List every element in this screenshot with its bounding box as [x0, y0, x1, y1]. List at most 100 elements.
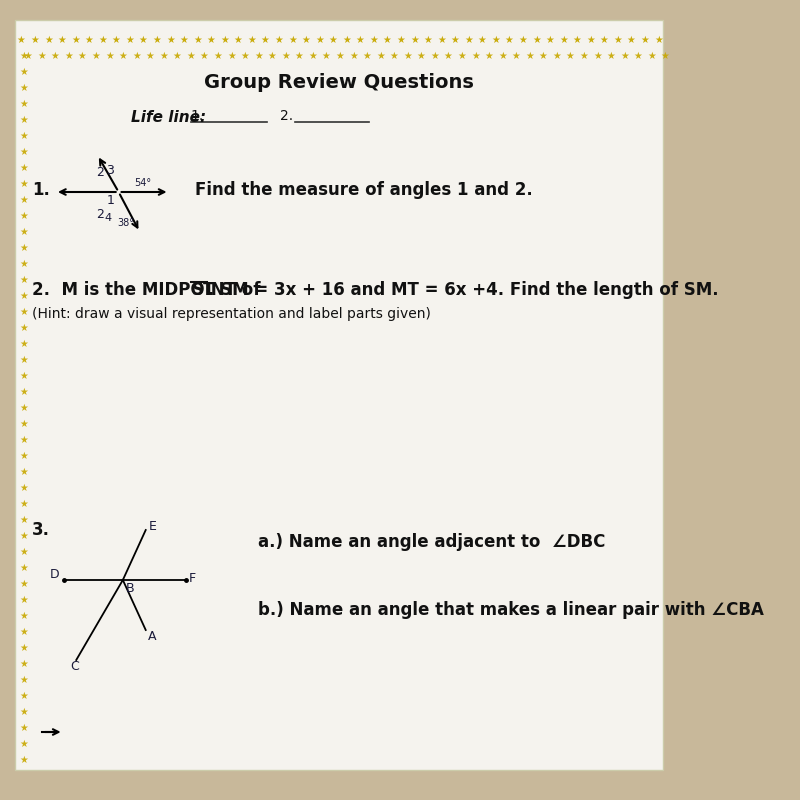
- Text: ★: ★: [518, 35, 527, 45]
- Text: ST: ST: [192, 281, 215, 299]
- Text: ★: ★: [417, 51, 426, 61]
- Text: ★: ★: [50, 51, 59, 61]
- Text: ★: ★: [505, 35, 514, 45]
- Text: ★: ★: [19, 179, 28, 189]
- Text: ★: ★: [44, 35, 53, 45]
- Text: ★: ★: [19, 323, 28, 333]
- Text: ★: ★: [19, 499, 28, 509]
- Text: ★: ★: [19, 387, 28, 397]
- Text: ★: ★: [382, 35, 391, 45]
- Text: ★: ★: [179, 35, 188, 45]
- Text: B: B: [126, 582, 134, 595]
- Text: ★: ★: [19, 83, 28, 93]
- Text: C: C: [70, 661, 79, 674]
- Text: ★: ★: [19, 147, 28, 157]
- Text: ★: ★: [356, 35, 365, 45]
- Text: ★: ★: [19, 563, 28, 573]
- Text: ★: ★: [342, 35, 351, 45]
- Text: ★: ★: [91, 51, 100, 61]
- Text: 54°: 54°: [134, 178, 151, 188]
- Text: ★: ★: [37, 51, 46, 61]
- Text: 38°: 38°: [117, 218, 134, 228]
- Text: ★: ★: [19, 275, 28, 285]
- Text: ★: ★: [614, 35, 622, 45]
- Text: ★: ★: [403, 51, 412, 61]
- Text: (Hint: draw a visual representation and label parts given): (Hint: draw a visual representation and …: [32, 307, 431, 321]
- Text: ★: ★: [450, 35, 459, 45]
- Text: ★: ★: [220, 35, 229, 45]
- Text: ★: ★: [19, 339, 28, 349]
- Text: 2: 2: [96, 166, 104, 178]
- Text: ★: ★: [288, 35, 297, 45]
- Text: ★: ★: [640, 35, 649, 45]
- Text: ★: ★: [152, 35, 161, 45]
- Text: ★: ★: [19, 291, 28, 301]
- Text: ★: ★: [19, 707, 28, 717]
- Text: ★: ★: [19, 419, 28, 429]
- Text: ★: ★: [606, 51, 615, 61]
- Text: ★: ★: [281, 51, 290, 61]
- Text: ★: ★: [464, 35, 473, 45]
- Text: ★: ★: [586, 35, 595, 45]
- Text: E: E: [148, 519, 156, 533]
- Text: ★: ★: [19, 51, 28, 61]
- Text: ★: ★: [538, 51, 547, 61]
- Text: ★: ★: [19, 643, 28, 653]
- Text: ★: ★: [19, 627, 28, 637]
- Text: ★: ★: [525, 51, 534, 61]
- Text: F: F: [189, 571, 196, 585]
- Text: ★: ★: [19, 307, 28, 317]
- Text: ★: ★: [112, 35, 121, 45]
- Text: ★: ★: [19, 243, 28, 253]
- Text: ★: ★: [600, 35, 609, 45]
- Text: 1.: 1.: [190, 109, 204, 123]
- Text: ★: ★: [498, 51, 506, 61]
- Text: ★: ★: [19, 755, 28, 765]
- Text: 1.: 1.: [32, 181, 50, 199]
- Text: ★: ★: [85, 35, 94, 45]
- Text: ★: ★: [254, 51, 262, 61]
- Text: ★: ★: [159, 51, 168, 61]
- Text: ★: ★: [19, 131, 28, 141]
- Text: 3: 3: [106, 163, 114, 177]
- Text: 4: 4: [104, 213, 111, 223]
- Text: ★: ★: [458, 51, 466, 61]
- Text: ★: ★: [647, 51, 656, 61]
- Text: ★: ★: [376, 51, 385, 61]
- Text: 1: 1: [106, 194, 114, 206]
- Text: ★: ★: [19, 531, 28, 541]
- FancyBboxPatch shape: [15, 20, 662, 770]
- Text: ★: ★: [19, 659, 28, 669]
- Text: ★: ★: [485, 51, 494, 61]
- Text: ★: ★: [227, 51, 236, 61]
- Text: ★: ★: [78, 51, 86, 61]
- Text: D: D: [50, 567, 59, 581]
- Text: ★: ★: [206, 35, 215, 45]
- Text: Group Review Questions: Group Review Questions: [204, 73, 474, 91]
- Text: ★: ★: [471, 51, 480, 61]
- Text: ★: ★: [511, 51, 520, 61]
- Text: ★: ★: [19, 211, 28, 221]
- Text: Life line:: Life line:: [131, 110, 206, 126]
- Text: ★: ★: [132, 51, 141, 61]
- Text: ★: ★: [234, 35, 242, 45]
- Text: ★: ★: [267, 51, 276, 61]
- Text: ★: ★: [491, 35, 500, 45]
- Text: ★: ★: [19, 483, 28, 493]
- Text: ★: ★: [546, 35, 554, 45]
- Text: ★: ★: [200, 51, 209, 61]
- Text: ★: ★: [19, 67, 28, 77]
- Text: ★: ★: [19, 579, 28, 589]
- Text: ★: ★: [19, 547, 28, 557]
- Text: ★: ★: [661, 51, 670, 61]
- Text: ★: ★: [335, 51, 344, 61]
- Text: ★: ★: [349, 51, 358, 61]
- Text: ★: ★: [17, 35, 26, 45]
- Text: ★: ★: [294, 51, 303, 61]
- Text: ★: ★: [214, 51, 222, 61]
- Text: ★: ★: [329, 35, 338, 45]
- Text: ★: ★: [302, 35, 310, 45]
- Text: ★: ★: [423, 35, 432, 45]
- Text: ★: ★: [315, 35, 324, 45]
- Text: ★: ★: [430, 51, 439, 61]
